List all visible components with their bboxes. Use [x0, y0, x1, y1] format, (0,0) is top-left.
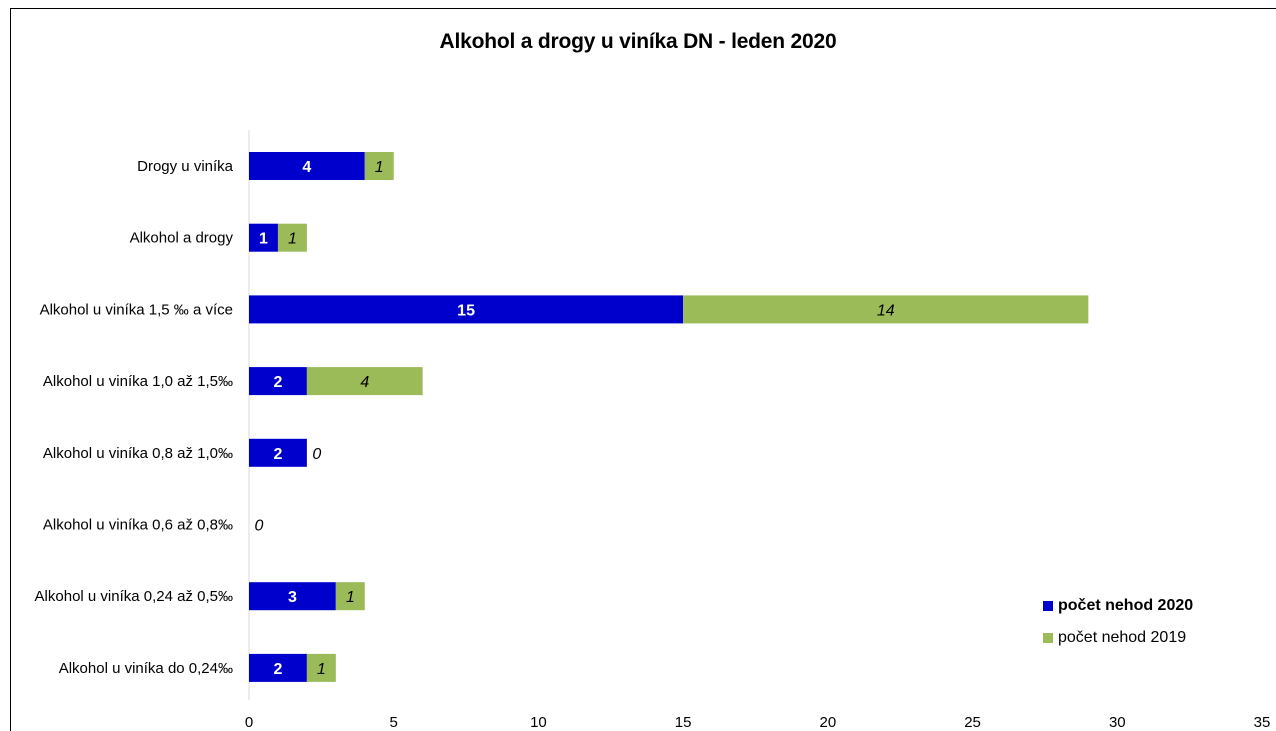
bar-2020 — [249, 367, 307, 396]
bar-2020 — [249, 295, 684, 324]
x-tick-label: 15 — [675, 714, 692, 731]
data-label-2019: 1 — [317, 661, 326, 678]
bar-2019 — [683, 295, 1089, 324]
legend: počet nehod 2020 počet nehod 2019 — [1043, 594, 1193, 658]
x-tick-label: 35 — [1254, 714, 1271, 731]
chart-frame — [10, 8, 1276, 731]
x-tick-label: 25 — [964, 714, 981, 731]
x-tick-label: 5 — [390, 714, 398, 731]
y-category-label: Alkohol a drogy — [130, 230, 234, 247]
legend-label-2019: počet nehod 2019 — [1058, 629, 1187, 646]
data-label-2019: 14 — [877, 302, 895, 319]
bar-2019 — [364, 152, 394, 180]
data-label-2020: 2 — [273, 446, 282, 463]
bar-2020 — [249, 152, 365, 180]
bar-2019 — [277, 223, 307, 252]
y-category-label: Alkohol u viníka 0,8 až 1,0‰ — [43, 445, 233, 462]
data-label-2020: 3 — [288, 589, 297, 606]
data-label-2019: 1 — [288, 231, 297, 248]
x-tick-label: 10 — [530, 714, 547, 731]
bar-2019 — [306, 653, 336, 682]
data-label-2020: 15 — [457, 302, 475, 319]
data-label-2019: 4 — [360, 374, 369, 391]
y-category-label: Alkohol u viníka 1,0 až 1,5‰ — [43, 373, 233, 390]
legend-item-2020: počet nehod 2020 — [1043, 594, 1193, 618]
x-tick-label: 0 — [245, 714, 253, 731]
bar-2020 — [249, 438, 307, 467]
bar-2019 — [335, 582, 365, 611]
data-label-2020: 1 — [259, 231, 268, 248]
data-label-2019: 1 — [375, 159, 384, 176]
x-tick-label: 30 — [1109, 714, 1126, 731]
bar-2019 — [306, 367, 423, 396]
y-category-label: Alkohol u viníka 0,24 až 0,5‰ — [35, 588, 233, 605]
bar-2020 — [249, 582, 336, 611]
y-category-label: Drogy u viníka — [137, 158, 234, 175]
legend-swatch-2020 — [1043, 601, 1053, 611]
legend-item-2019: počet nehod 2019 — [1043, 626, 1193, 650]
y-category-label: Alkohol u viníka 1,5 ‰ a více — [40, 301, 233, 318]
bar-2020 — [249, 223, 278, 252]
chart-title: Alkohol a drogy u viníka DN - leden 2020 — [439, 30, 837, 53]
data-label-2019: 1 — [346, 589, 355, 606]
data-label-2020: 2 — [273, 661, 282, 678]
x-tick-label: 20 — [820, 714, 837, 731]
y-category-label: Alkohol u viníka do 0,24‰ — [59, 660, 233, 677]
legend-label-2020: počet nehod 2020 — [1058, 597, 1194, 614]
data-label-2020: 2 — [273, 374, 282, 391]
data-label-2019: 0 — [255, 518, 264, 535]
data-label-2019: 0 — [312, 446, 321, 463]
data-label-2020: 4 — [302, 159, 311, 176]
bar-2020 — [249, 653, 307, 682]
y-category-label: Alkohol u viníka 0,6 až 0,8‰ — [43, 517, 233, 534]
legend-swatch-2019 — [1043, 633, 1053, 643]
